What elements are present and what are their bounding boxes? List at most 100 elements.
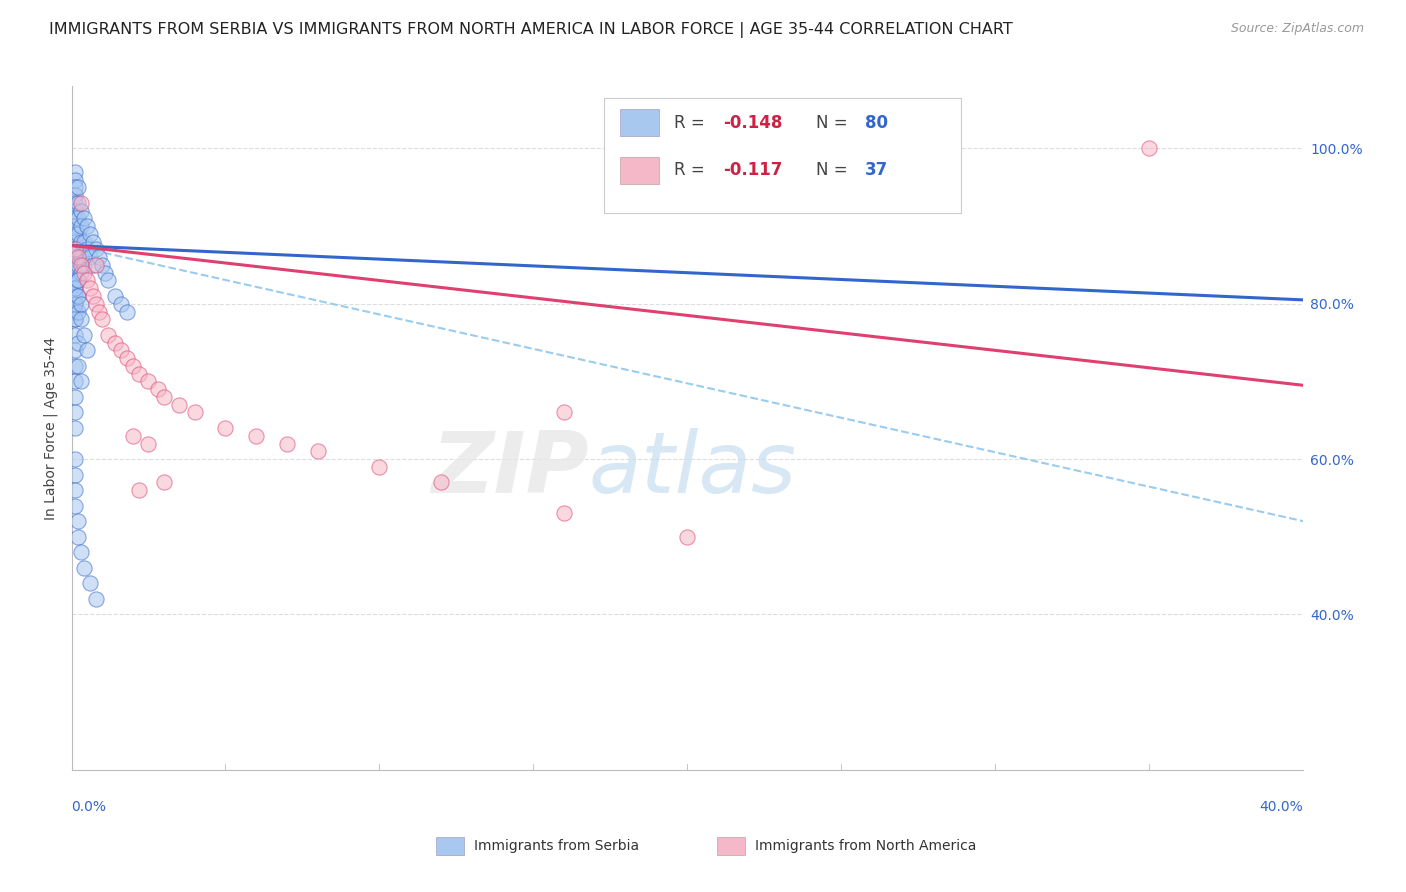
Point [63, 297, 86, 311]
Point [307, 444, 329, 458]
Point [66, 530, 89, 544]
Point [63, 405, 86, 419]
Point [84, 591, 107, 606]
Point [66, 289, 89, 303]
Point [79, 250, 101, 264]
Point [63, 266, 86, 280]
Point [76, 243, 98, 257]
Point [66, 211, 89, 226]
Point [66, 250, 89, 264]
Point [89, 250, 111, 264]
Point [73, 235, 96, 249]
Point [276, 436, 298, 450]
Point [73, 266, 96, 280]
Text: N =: N = [815, 113, 852, 132]
Point [69, 195, 91, 210]
Point [66, 243, 89, 257]
Point [63, 195, 86, 210]
Text: R =: R = [673, 161, 710, 179]
Point [91, 258, 114, 272]
Point [63, 375, 86, 389]
Point [63, 281, 86, 295]
Y-axis label: In Labor Force | Age 35-44: In Labor Force | Age 35-44 [44, 336, 58, 519]
Point [69, 545, 91, 559]
Point [66, 335, 89, 350]
Point [63, 327, 86, 342]
Bar [620, 109, 659, 136]
Point [73, 561, 96, 575]
Point [138, 436, 160, 450]
Point [63, 203, 86, 218]
Point [76, 273, 98, 287]
Point [63, 452, 86, 467]
Point [63, 304, 86, 318]
Point [676, 530, 699, 544]
Text: 80: 80 [865, 113, 887, 132]
Point [430, 475, 453, 490]
Point [115, 304, 138, 318]
Text: Source: ZipAtlas.com: Source: ZipAtlas.com [1230, 22, 1364, 36]
Point [146, 382, 169, 396]
Point [66, 359, 89, 373]
Point [94, 266, 117, 280]
Point [84, 297, 107, 311]
Point [122, 429, 145, 443]
Point [97, 327, 120, 342]
Text: -0.117: -0.117 [723, 161, 783, 179]
Point [115, 351, 138, 365]
Point [63, 359, 86, 373]
Point [169, 398, 191, 412]
Point [63, 211, 86, 226]
Point [553, 405, 575, 419]
Point [69, 258, 91, 272]
Point [76, 219, 98, 234]
Point [69, 297, 91, 311]
Point [63, 227, 86, 241]
Point [110, 343, 132, 358]
Text: atlas: atlas [589, 427, 797, 510]
Point [183, 405, 205, 419]
Point [69, 266, 91, 280]
Point [63, 289, 86, 303]
Point [63, 312, 86, 326]
Point [84, 243, 107, 257]
Point [368, 459, 391, 474]
Point [128, 367, 150, 381]
Point [63, 243, 86, 257]
Point [97, 273, 120, 287]
Text: ZIP: ZIP [432, 427, 589, 510]
Point [63, 235, 86, 249]
Point [63, 421, 86, 435]
Point [76, 343, 98, 358]
Point [1137, 141, 1160, 155]
Point [553, 507, 575, 521]
Text: 40.0%: 40.0% [1260, 800, 1303, 814]
Point [63, 273, 86, 287]
Point [66, 273, 89, 287]
Point [69, 219, 91, 234]
Point [66, 195, 89, 210]
Point [153, 475, 176, 490]
Point [128, 483, 150, 497]
Point [69, 312, 91, 326]
Point [73, 258, 96, 272]
Text: R =: R = [673, 113, 710, 132]
Point [63, 467, 86, 482]
Point [69, 203, 91, 218]
Point [82, 289, 104, 303]
Point [63, 281, 86, 295]
Point [66, 304, 89, 318]
Point [84, 258, 107, 272]
Point [66, 258, 89, 272]
Point [245, 429, 267, 443]
Text: 0.0%: 0.0% [72, 800, 107, 814]
Point [104, 289, 127, 303]
Point [63, 243, 86, 257]
Point [153, 390, 176, 404]
Text: Immigrants from Serbia: Immigrants from Serbia [474, 838, 638, 853]
Point [66, 227, 89, 241]
Point [63, 188, 86, 202]
FancyBboxPatch shape [603, 98, 960, 213]
Point [214, 421, 236, 435]
Bar [620, 157, 659, 184]
